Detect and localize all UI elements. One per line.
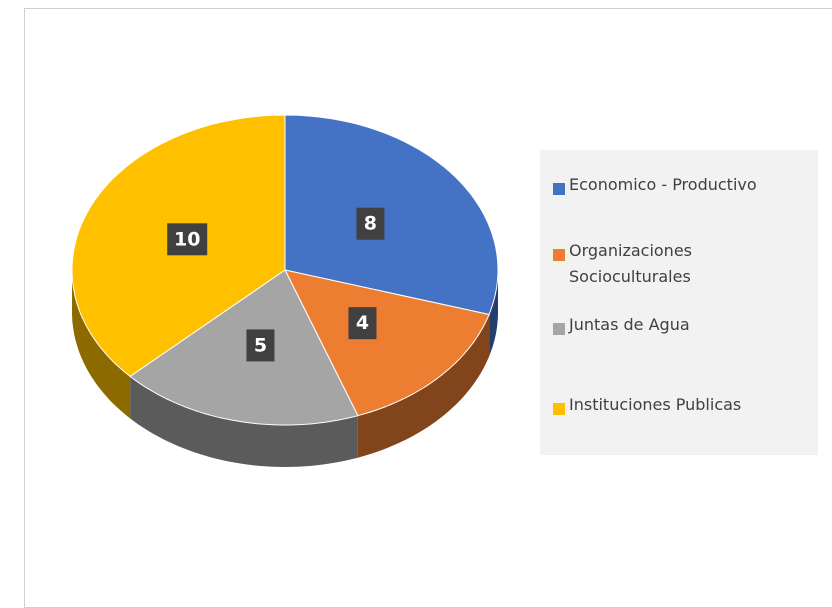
legend-label: Juntas de Agua xyxy=(569,315,690,334)
pie-slice xyxy=(284,269,490,417)
legend-swatch xyxy=(553,403,565,415)
legend-item: Instituciones Publicas xyxy=(553,395,789,418)
data-label: 5 xyxy=(254,334,267,356)
legend-item: Economico - Productivo xyxy=(553,175,789,198)
pie-side xyxy=(130,376,358,467)
data-label-box xyxy=(348,307,377,340)
pie-side xyxy=(489,270,498,357)
data-label: 4 xyxy=(356,312,369,334)
pie-slice xyxy=(284,114,499,316)
data-label-box xyxy=(356,207,385,240)
legend-label: Organizaciones Socioculturales xyxy=(569,241,692,286)
legend-label: Instituciones Publicas xyxy=(569,395,742,414)
legend-label: Economico - Productivo xyxy=(569,175,757,194)
pie-side xyxy=(357,314,490,458)
legend-swatch xyxy=(553,323,565,335)
legend-item: Juntas de Agua xyxy=(553,315,789,338)
data-label-box xyxy=(246,329,275,362)
data-label-box xyxy=(167,223,208,256)
legend: Economico - Productivo Organizaciones Soc… xyxy=(540,150,818,455)
pie-slice xyxy=(129,269,359,426)
legend-swatch xyxy=(553,249,565,261)
legend-item: Organizaciones Socioculturales xyxy=(553,241,789,290)
legend-swatch xyxy=(553,183,565,195)
data-label: 8 xyxy=(364,213,377,235)
data-label: 10 xyxy=(174,228,200,250)
pie-side xyxy=(72,270,131,419)
